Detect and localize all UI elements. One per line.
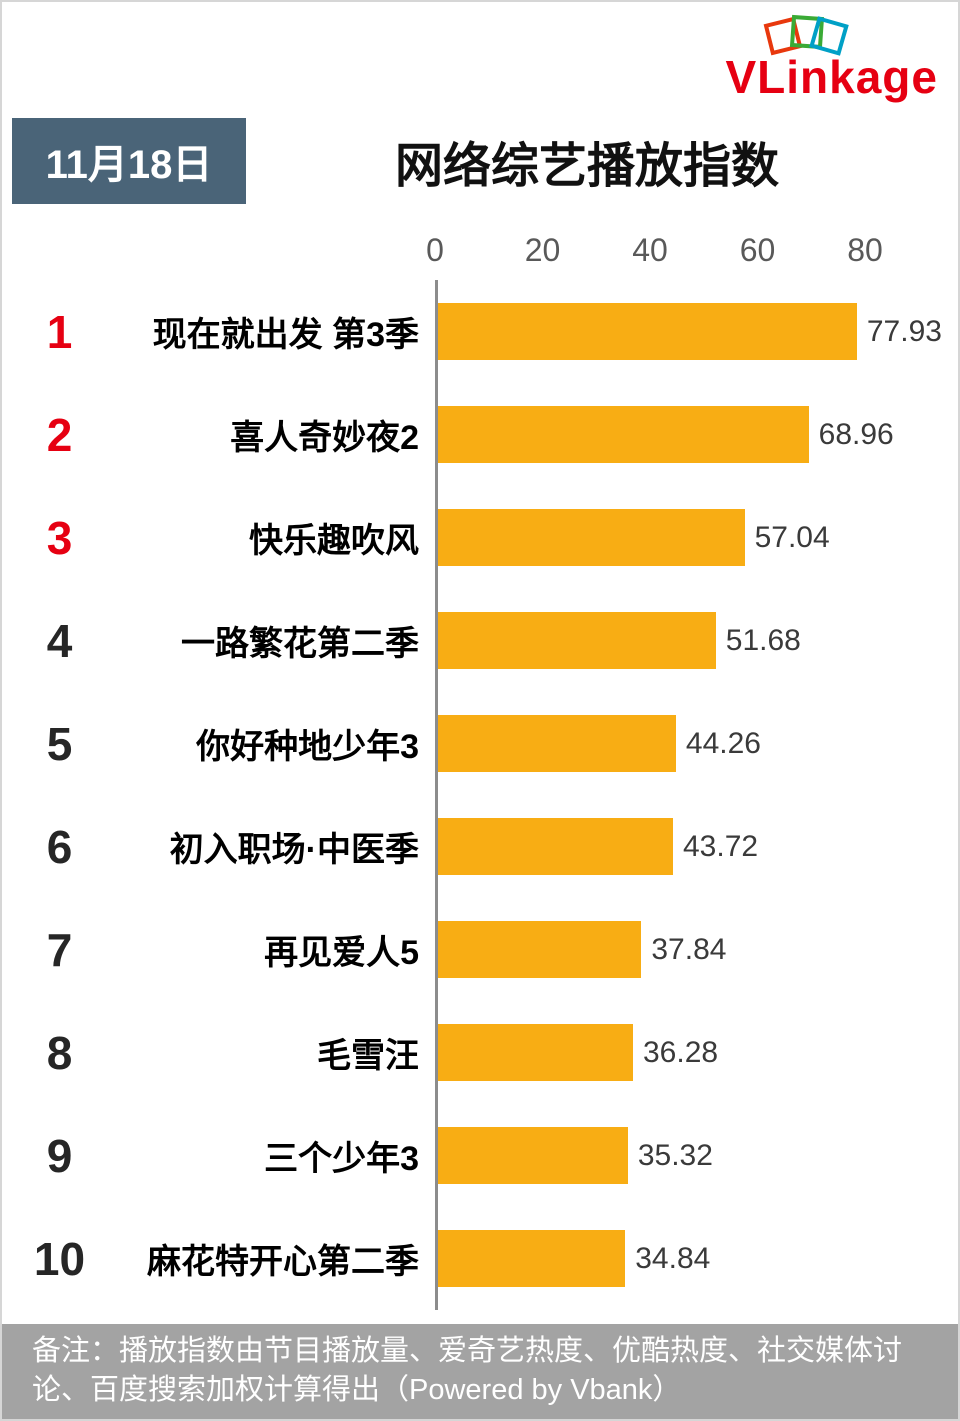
show-label: 一路繁花第二季 (181, 625, 419, 663)
rank-number: 6 (46, 820, 73, 873)
show-label: 麻花特开心第二季 (147, 1243, 419, 1281)
header: VLinkage (2, 2, 958, 110)
show-label: 再见爱人5 (264, 934, 419, 972)
bar-value: 57.04 (754, 520, 830, 554)
chart-row: 1 现在就出发 第3季 77.93 (2, 280, 958, 383)
axis-tick-label: 80 (847, 232, 883, 268)
bar-value: 37.84 (651, 932, 727, 966)
bar (438, 921, 642, 978)
chart-row: 4 一路繁花第二季 51.68 (2, 589, 958, 692)
bar (438, 509, 745, 566)
chart-rows: 1 现在就出发 第3季 77.93 2 喜人奇妙夜2 68.96 3 快乐趣吹风… (2, 280, 958, 1310)
chart-row: 10 麻花特开心第二季 34.84 (2, 1207, 958, 1310)
rank-number: 5 (46, 717, 73, 770)
vlinkage-logo: VLinkage (725, 14, 938, 104)
rank-number: 3 (46, 511, 73, 564)
chart-row: 9 三个少年3 35.32 (2, 1104, 958, 1207)
bar-value: 77.93 (866, 314, 942, 348)
bar-cell: 68.96 (435, 383, 958, 486)
rank-number: 10 (33, 1232, 86, 1285)
chart-row: 3 快乐趣吹风 57.04 (2, 486, 958, 589)
rank-number: 8 (46, 1026, 73, 1079)
bar-value: 44.26 (685, 726, 761, 760)
axis-tick-area: 0 20 40 60 80 (426, 232, 958, 280)
bar (438, 1127, 628, 1184)
bar (438, 406, 809, 463)
logo-squares-icon (764, 14, 850, 56)
chart-row: 7 再见爱人5 37.84 (2, 898, 958, 1001)
bar-cell: 77.93 (435, 280, 958, 383)
bar-cell: 57.04 (435, 486, 958, 589)
axis-tick-label: 60 (739, 232, 776, 268)
bar-value: 68.96 (818, 417, 894, 451)
axis-tick-label: 20 (524, 232, 561, 268)
bar-value: 34.84 (635, 1241, 711, 1275)
bar (438, 715, 676, 772)
rank-number: 7 (46, 923, 73, 976)
bar (438, 818, 673, 875)
show-label: 喜人奇妙夜2 (230, 419, 419, 457)
chart: 0 20 40 60 80 1 现在就出发 第3季 77.93 2 喜人奇妙夜2 68.… (2, 232, 958, 1310)
bar-cell: 35.32 (435, 1104, 958, 1207)
chart-row: 2 喜人奇妙夜2 68.96 (2, 383, 958, 486)
bar (438, 612, 716, 669)
page-title: 网络综艺播放指数 (394, 140, 779, 193)
bar-value: 51.68 (725, 623, 801, 657)
chart-row: 6 初入职场·中医季 43.72 (2, 795, 958, 898)
bar-value: 36.28 (643, 1035, 719, 1069)
bar-value: 35.32 (637, 1138, 713, 1172)
rank-number: 9 (46, 1129, 73, 1182)
bar (438, 303, 857, 360)
chart-row: 5 你好种地少年3 44.26 (2, 692, 958, 795)
chart-row: 8 毛雪汪 36.28 (2, 1001, 958, 1104)
bar-cell: 43.72 (435, 795, 958, 898)
axis-ticks-row: 0 20 40 60 80 (2, 232, 958, 280)
show-label: 初入职场·中医季 (169, 831, 419, 869)
bar-cell: 34.84 (435, 1207, 958, 1310)
show-label: 现在就出发 第3季 (152, 316, 419, 354)
show-label: 快乐趣吹风 (249, 522, 419, 560)
axis-spacer-rank (2, 232, 117, 280)
show-label: 毛雪汪 (317, 1037, 419, 1075)
rank-number: 2 (46, 408, 73, 461)
bar-cell: 51.68 (435, 589, 958, 692)
bar-value: 43.72 (682, 829, 759, 863)
rank-number: 4 (46, 614, 73, 667)
show-label: 三个少年3 (264, 1140, 419, 1178)
bar-cell: 37.84 (435, 898, 958, 1001)
axis-spacer-label (117, 232, 435, 280)
date-badge: 11月18日 (12, 118, 246, 204)
bar-cell: 36.28 (435, 1001, 958, 1104)
bar-cell: 44.26 (435, 692, 958, 795)
logo-text: VLinkage (725, 51, 938, 103)
rank-number: 1 (46, 305, 73, 358)
axis-tick-label: 0 (426, 232, 444, 268)
bar (438, 1230, 626, 1287)
show-label: 你好种地少年3 (196, 728, 419, 766)
title-row: 11月18日 网络综艺播放指数 (2, 118, 958, 204)
bar (438, 1024, 633, 1081)
footnote: 备注：播放指数由节目播放量、爱奇艺热度、优酷热度、社交媒体讨论、百度搜索加权计算… (2, 1324, 958, 1419)
axis-tick-label: 40 (632, 232, 668, 268)
